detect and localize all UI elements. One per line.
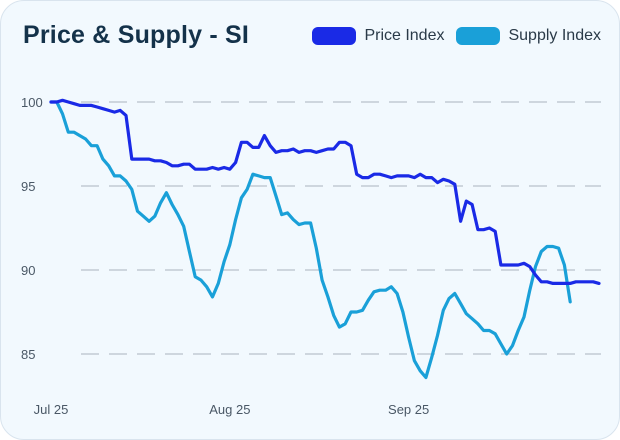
y-tick-label: 85 (21, 347, 35, 362)
legend-label-supply-index: Supply Index (508, 27, 601, 44)
legend-item-price-index[interactable]: Price Index (312, 27, 444, 45)
legend-swatch-price-index (312, 27, 357, 45)
y-tick-label: 95 (21, 179, 35, 194)
x-tick-label: Jul 25 (34, 402, 69, 417)
legend-swatch-supply-index (456, 27, 501, 45)
y-tick-label: 100 (21, 95, 43, 110)
y-tick-label: 90 (21, 263, 35, 278)
chart-title: Price & Supply - SI (23, 21, 250, 49)
series-line-price-index[interactable] (49, 98, 601, 285)
legend-item-supply-index[interactable]: Supply Index (456, 27, 601, 45)
x-tick-label: Aug 25 (209, 402, 250, 417)
legend-label-price-index: Price Index (364, 27, 445, 44)
series-line-supply-index[interactable] (49, 100, 572, 380)
chart-legend: Price Index Supply Index (312, 27, 601, 45)
x-tick-label: Sep 25 (388, 402, 429, 417)
